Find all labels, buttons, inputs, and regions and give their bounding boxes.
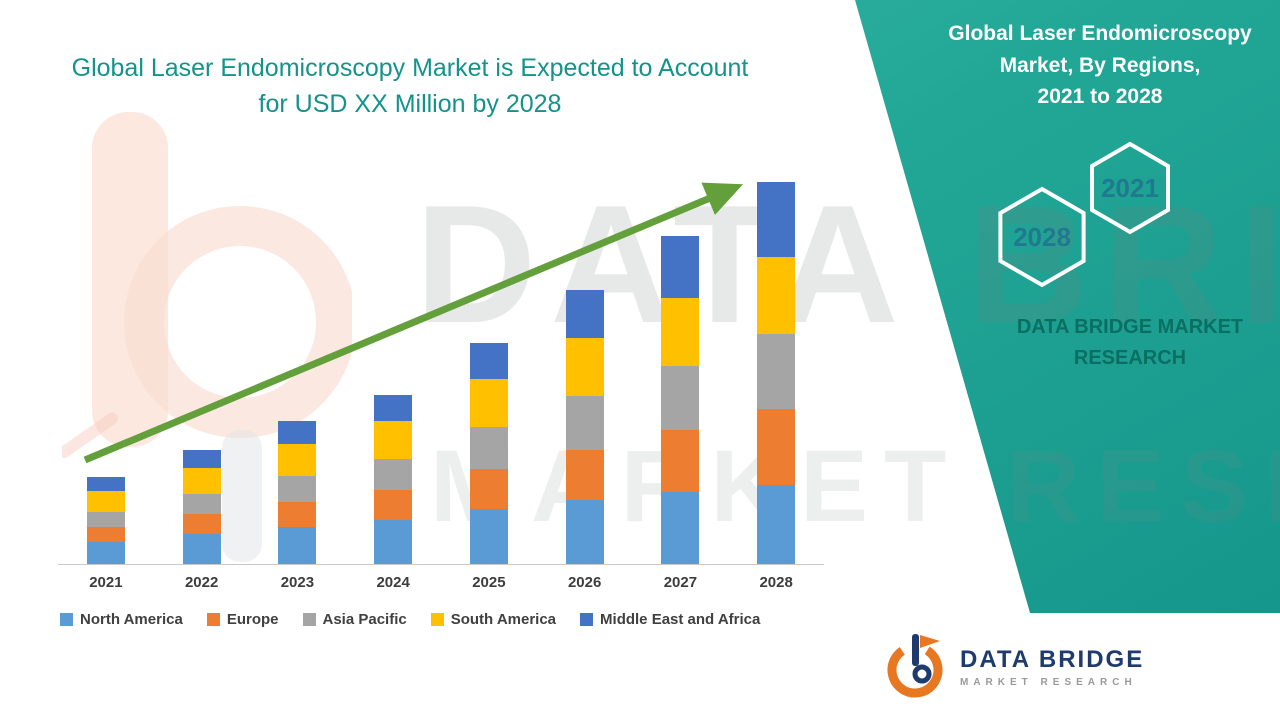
right-panel-title: Global Laser Endomicroscopy Market, By R… (948, 22, 1252, 108)
bar-segment (278, 421, 317, 444)
bar-column (154, 175, 250, 564)
bar-segment (565, 450, 604, 500)
bar-segment (374, 459, 413, 490)
plot-area (58, 175, 824, 565)
legend-swatch-icon (206, 613, 220, 626)
bar-segment (86, 527, 125, 542)
bar-segment (757, 334, 796, 409)
bar-segment (565, 500, 604, 564)
bar-segment (374, 490, 413, 520)
stacked-bar-2028 (757, 182, 796, 564)
bar-segment (374, 395, 413, 421)
legend-item: Asia Pacific (302, 611, 407, 628)
legend-label: North America (80, 611, 183, 628)
x-axis-labels: 2021 2022 2023 2024 2025 2026 2027 2028 (58, 565, 824, 595)
bar-segment (86, 512, 125, 527)
bar-column (441, 175, 537, 564)
bar-segment (661, 366, 700, 430)
bar-segment (86, 477, 125, 491)
bar-segment (757, 409, 796, 485)
hexagon-2028-icon (998, 186, 1086, 288)
x-axis-label: 2026 (567, 574, 602, 591)
legend-label: Asia Pacific (322, 611, 407, 628)
bar-segment (278, 527, 317, 564)
stacked-bar-2026 (565, 290, 604, 564)
bar-segment (374, 520, 413, 564)
bar-segment (278, 502, 317, 527)
legend-item: Europe (206, 611, 279, 628)
bar-segment (757, 257, 796, 334)
hexagon-2028-label: 2028 (1013, 222, 1071, 252)
bar-segment (661, 236, 700, 298)
bar-segment (86, 491, 125, 512)
bar-column (345, 175, 441, 564)
bar-segment (757, 485, 796, 564)
stacked-bar-2023 (278, 421, 317, 564)
chart-legend: North America Europe Asia Pacific South Ame… (58, 611, 824, 628)
x-axis-label: 2028 (759, 574, 793, 591)
stacked-bar-2027 (661, 236, 700, 564)
x-axis-label: 2023 (280, 574, 315, 591)
legend-swatch-icon (580, 613, 594, 626)
stacked-bar-2025 (469, 343, 508, 564)
bar-segment (469, 343, 508, 379)
databridge-logo-icon (882, 630, 948, 703)
hexagon-badges: 2028 2021 (998, 142, 1170, 288)
stacked-bar-2021 (86, 477, 125, 564)
chart-title: Global Laser Endomicroscopy Market is Ex… (71, 54, 749, 119)
stacked-bar-2022 (182, 450, 221, 564)
legend-item: North America (60, 611, 183, 628)
bar-segment (565, 338, 604, 396)
legend-label: Middle East and Africa (600, 611, 761, 628)
bar-segment (182, 534, 221, 564)
bar-segment (182, 450, 221, 468)
bar-segment (469, 427, 508, 469)
x-axis-label: 2021 (89, 574, 123, 591)
bar-column (250, 175, 346, 564)
footer-brand-name: DATA BRIDGE (960, 645, 1145, 673)
legend-swatch-icon (60, 613, 73, 626)
stacked-bar-2024 (374, 395, 413, 564)
bar-segment (182, 494, 221, 514)
bar-segment (278, 476, 317, 502)
hexagon-2021-label: 2021 (1101, 173, 1159, 203)
bar-segment (182, 468, 221, 494)
x-axis-label: 2025 (472, 574, 506, 591)
x-axis-label: 2022 (184, 574, 219, 591)
bar-segment (565, 290, 604, 338)
hexagon-2021-icon (1090, 142, 1170, 235)
bar-segment (661, 298, 700, 366)
bar-column (58, 175, 154, 564)
bar-column (537, 175, 633, 564)
bar-column (633, 175, 729, 564)
legend-item: Middle East and Africa (580, 611, 760, 628)
bar-chart: 2021 2022 2023 2024 2025 2026 2027 2028 North A… (58, 175, 824, 628)
bar-segment (757, 182, 796, 257)
bar-segment (86, 542, 125, 564)
bar-columns (58, 175, 824, 564)
legend-label: Europe (226, 611, 279, 628)
footer-logo: DATA BRIDGE MARKET RESEARCH (882, 630, 1144, 703)
bar-segment (374, 421, 413, 459)
bar-column (728, 175, 824, 564)
bar-segment (661, 492, 700, 564)
bar-segment (469, 509, 508, 564)
bar-segment (278, 444, 317, 476)
bar-segment (469, 469, 508, 509)
footer-brand-tagline: MARKET RESEARCH (960, 676, 1137, 688)
right-panel-brand-caption: DATA BRIDGE MARKET RESEARCH (1016, 316, 1244, 369)
x-axis-label: 2027 (663, 574, 698, 591)
x-axis-label: 2024 (376, 574, 410, 591)
bar-segment (565, 396, 604, 450)
bar-segment (661, 430, 700, 492)
legend-item: South America (430, 611, 557, 628)
bar-segment (469, 379, 508, 427)
legend-swatch-icon (430, 613, 444, 626)
legend-swatch-icon (302, 613, 316, 626)
legend-label: South America (450, 611, 557, 628)
bar-segment (182, 514, 221, 534)
